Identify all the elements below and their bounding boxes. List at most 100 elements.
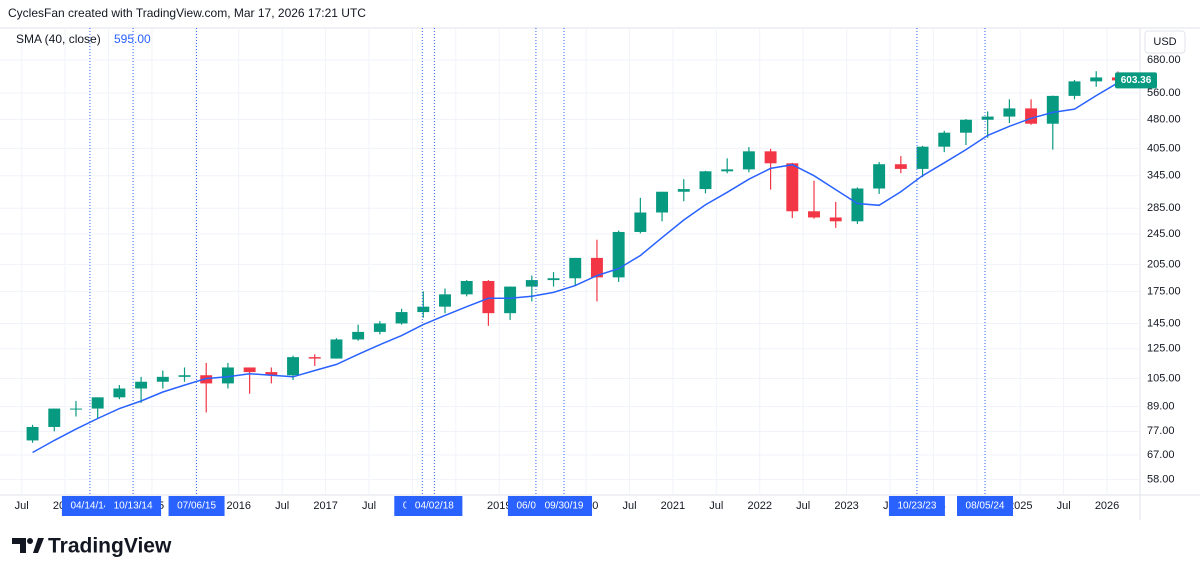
candle-body [287, 357, 300, 376]
currency-button[interactable] [1144, 30, 1186, 54]
candle-body [938, 132, 951, 147]
date-label: 07/06/15 [177, 501, 216, 512]
candle-body [525, 280, 538, 287]
header: CyclesFan created with TradingView.com, … [8, 6, 366, 20]
x-tick-label: 2017 [313, 500, 337, 512]
indicator-name: SMA (40, close) [16, 32, 101, 46]
y-tick-label: 105.00 [1147, 372, 1181, 384]
y-tick-label: 205.00 [1147, 258, 1181, 270]
candle-body [981, 116, 994, 120]
candle-body [460, 281, 473, 295]
y-tick-label: 245.00 [1147, 228, 1181, 240]
x-tick-label: 2022 [748, 500, 772, 512]
date-label-box [957, 496, 1014, 516]
sma-line [32, 82, 1119, 454]
candle-body [91, 397, 104, 409]
candle-body [634, 212, 647, 232]
candle-body [26, 426, 39, 441]
candle-body [504, 286, 517, 314]
candle-body [873, 164, 886, 189]
candle-body [764, 151, 777, 164]
x-tick-label: Jul [622, 500, 636, 512]
candle-body [590, 257, 603, 278]
candle-body [482, 281, 495, 314]
candle-body [808, 211, 820, 218]
date-label: 04/14/14 [70, 501, 109, 512]
candle-body [612, 231, 625, 278]
candle-body [721, 169, 734, 172]
y-tick-label: 680.00 [1147, 54, 1181, 66]
date-label-box [536, 496, 593, 516]
candle-body [221, 367, 234, 384]
candle-body [265, 372, 278, 376]
date-label: 08/05/24 [966, 501, 1005, 512]
y-tick-label: 285.00 [1147, 202, 1181, 214]
candle-body [330, 339, 343, 359]
last-price: 603.36 [1121, 75, 1152, 86]
date-label: 10/13/14 [114, 501, 153, 512]
date-label-box [105, 496, 162, 516]
candle-body [178, 375, 191, 377]
y-tick-label: 67.00 [1147, 449, 1175, 461]
candle-body [916, 146, 929, 169]
date-label: 04/02/18 [415, 501, 454, 512]
candle-body [656, 191, 669, 213]
candle-body [829, 217, 842, 222]
candle-body [156, 376, 169, 382]
date-label-box [406, 496, 463, 516]
candle-body [569, 257, 582, 279]
y-tick-label: 89.00 [1147, 401, 1175, 413]
candle-body [417, 306, 430, 313]
y-tick-label: 480.00 [1147, 113, 1181, 125]
date-label-box [888, 496, 945, 516]
x-tick-label: 2016 [227, 500, 251, 512]
date-label: 10/23/23 [897, 501, 936, 512]
y-tick-label: 560.00 [1147, 87, 1181, 99]
x-tick-label: Jul [362, 500, 376, 512]
date-label-box [61, 496, 118, 516]
candle-body [243, 367, 256, 373]
candle-body [1003, 108, 1016, 117]
candle-body [894, 164, 907, 169]
candle-body [373, 323, 386, 332]
y-tick-label: 405.00 [1147, 142, 1181, 154]
candle-body [135, 381, 148, 389]
candle-body [48, 408, 61, 427]
candle-body [1025, 108, 1038, 124]
date-label-box [168, 496, 225, 516]
x-tick-label: 2021 [661, 500, 685, 512]
last-price-box [1115, 72, 1157, 89]
x-tick-label: Jul [709, 500, 723, 512]
x-tick-label: Jul [796, 500, 810, 512]
plot: 58.00 67.00 77.00 89.00 105.00 125.00 145.00 17… [0, 28, 1181, 516]
candle-body [742, 151, 755, 170]
y-tick-label: 77.00 [1147, 425, 1175, 437]
logo-text: TradingView [48, 535, 172, 558]
candle-body [395, 312, 408, 324]
y-tick-label: 145.00 [1147, 317, 1181, 329]
candle-body [439, 294, 451, 307]
x-tick-label: 2023 [834, 500, 858, 512]
x-tick-label: Jul [15, 500, 29, 512]
candle-body [547, 278, 560, 281]
x-tick-label: Jul [275, 500, 289, 512]
x-tick-label: Jul [1057, 500, 1071, 512]
candle-body [699, 171, 712, 190]
candle-body [851, 188, 864, 222]
y-tick-label: 345.00 [1147, 170, 1181, 182]
indicator-value: 595.00 [114, 32, 151, 46]
candle-body [959, 119, 972, 133]
currency[interactable]: USD [1153, 36, 1176, 48]
y-tick-label: 125.00 [1147, 343, 1181, 355]
candle-body [113, 388, 126, 398]
date-label: 09/30/19 [545, 501, 584, 512]
candle-body [1046, 95, 1059, 124]
candle-body [1068, 81, 1081, 96]
candle-body [1090, 77, 1103, 82]
y-tick-label: 58.00 [1147, 474, 1175, 486]
logo-icon [12, 538, 44, 553]
y-tick-label: 175.00 [1147, 285, 1181, 297]
